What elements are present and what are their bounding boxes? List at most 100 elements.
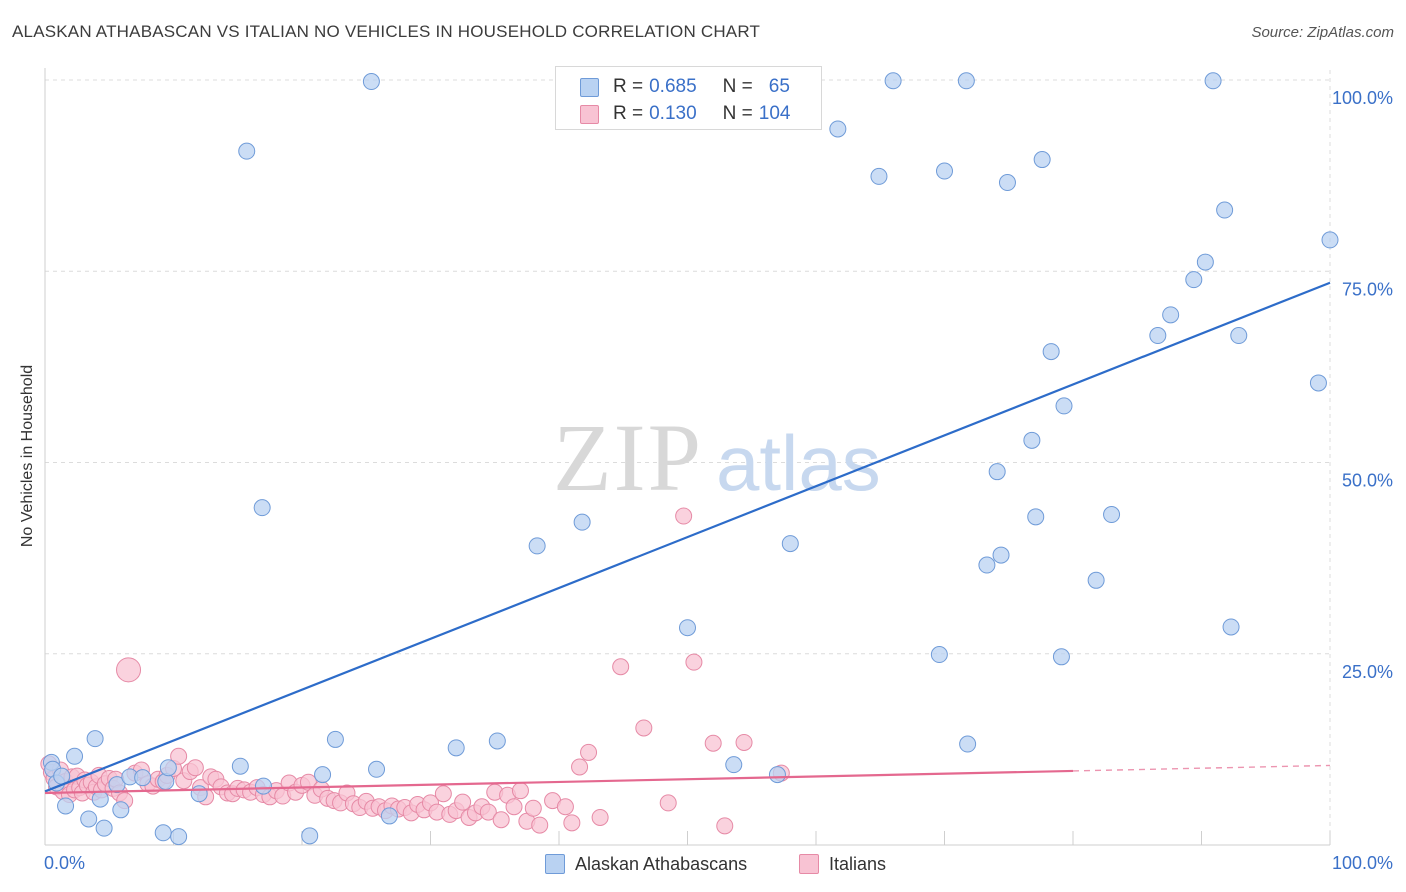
legend: R = 0.685 N = 65 R = 0.130 N = 104 [555,66,822,130]
italian-point [635,719,653,737]
alaskan-athabascan-point [725,756,743,774]
italian-point [434,785,452,803]
bottom-legend-pink: Italians [799,852,886,876]
italian-point [492,811,510,829]
alaskan-athabascan-point [112,801,130,819]
italian-point [531,816,549,834]
alaskan-athabascan-point [91,790,109,808]
alaskan-athabascan-point [1103,506,1121,524]
legend-row-blue: R = 0.685 N = 65 [580,75,790,99]
italian-point [563,814,581,832]
alaskan-athabascan-point [134,769,152,787]
legend-r-label: R = [613,103,644,124]
bottom-legend-label-pink: Italians [829,853,887,874]
italian-point [170,747,188,765]
trend-line-italians [44,769,1074,795]
alaskan-athabascan-point [1321,231,1339,249]
alaskan-athabascan-point [314,766,332,784]
alaskan-athabascan-point [154,824,172,842]
y-tick-label: 50.0% [1342,471,1393,491]
y-tick-label: 100.0% [1332,88,1393,108]
alaskan-athabascan-point [238,142,256,160]
bottom-legend-label-blue: Alaskan Athabascans [575,853,748,874]
italian-point [479,803,497,821]
alaskan-athabascan-point [108,776,126,794]
legend-r-value-pink: 0.130 [649,103,697,124]
alaskan-athabascan-point [488,732,506,750]
alaskan-athabascan-point [1023,431,1041,449]
alaskan-athabascans-points [42,72,1339,846]
alaskan-athabascan-point [1309,374,1327,392]
italian-point [612,658,630,676]
italian-point [675,507,693,525]
alaskan-athabascan-point [86,730,104,748]
alaskan-athabascan-point [157,773,175,791]
legend-n-label: N = [722,103,753,124]
trend-line-alaskan-athabascans [44,281,1331,793]
legend-r-value-blue: 0.685 [649,76,697,97]
alaskan-athabascan-point [447,739,465,757]
italian-point [116,657,142,683]
italian-point [659,794,677,812]
alaskan-athabascan-point [1042,343,1060,361]
legend-n-value-pink: 104 [758,103,791,124]
italian-point [591,808,609,826]
bottom-legend-swatch-pink [799,854,819,874]
alaskan-athabascan-point [66,747,84,765]
italian-point [454,793,472,811]
alaskan-athabascan-point [1185,271,1203,289]
alaskan-athabascan-point [573,513,591,531]
y-tick-label: 25.0% [1342,662,1393,682]
alaskan-athabascan-point [988,463,1006,481]
alaskan-athabascan-point [884,72,902,90]
axes [44,68,1331,846]
alaskan-athabascan-point [57,797,75,815]
watermark-zip: ZIP [553,404,703,511]
alaskan-athabascan-point [1087,571,1105,589]
alaskan-athabascan-point [95,819,113,837]
legend-swatch-pink [580,104,599,124]
italian-point [186,759,204,777]
y-tick-label: 75.0% [1342,279,1393,299]
alaskan-athabascan-point [253,499,271,517]
alaskan-athabascan-point [80,810,98,828]
alaskan-athabascan-point [254,777,272,795]
trend-line-italians-extension [1072,764,1331,772]
source-label: Source: ZipAtlas.com [1251,24,1394,41]
alaskan-athabascan-point [829,120,847,138]
alaskan-athabascan-point [528,537,546,555]
italian-point [685,653,703,671]
legend-n-label: N = [722,76,753,97]
x-tick-label-min: 0.0% [44,853,85,873]
alaskan-athabascan-point [978,556,996,574]
alaskan-athabascan-point [1222,618,1240,636]
alaskan-athabascan-point [326,730,344,748]
alaskan-athabascan-point [1162,306,1180,324]
legend-r-label: R = [613,76,644,97]
italian-point [716,817,734,835]
alaskan-athabascan-point [930,646,948,664]
alaskan-athabascan-point [380,807,398,825]
alaskan-athabascan-point [1027,508,1045,526]
italian-point [505,798,523,816]
alaskan-athabascan-point [1196,253,1214,271]
italian-point [580,743,598,761]
alaskan-athabascan-point [870,167,888,185]
alaskan-athabascan-point [679,619,696,637]
x-tick-label-max: 100.0% [1332,853,1393,873]
bottom-legend-blue: Alaskan Athabascans [545,852,747,876]
alaskan-athabascan-point [1055,397,1073,415]
alaskan-athabascan-point [957,72,975,90]
legend-n-value-blue: 65 [768,76,790,97]
alaskan-athabascan-point [368,760,386,778]
bottom-legend-swatch-blue [545,854,565,874]
alaskan-athabascan-point [998,174,1016,192]
alaskan-athabascan-point [231,757,249,775]
alaskan-athabascan-point [1149,327,1167,345]
alaskan-athabascan-point [301,827,319,845]
alaskan-athabascan-point [936,162,953,180]
italian-point [511,782,529,800]
alaskan-athabascan-point [362,73,380,91]
italian-point [556,798,574,816]
